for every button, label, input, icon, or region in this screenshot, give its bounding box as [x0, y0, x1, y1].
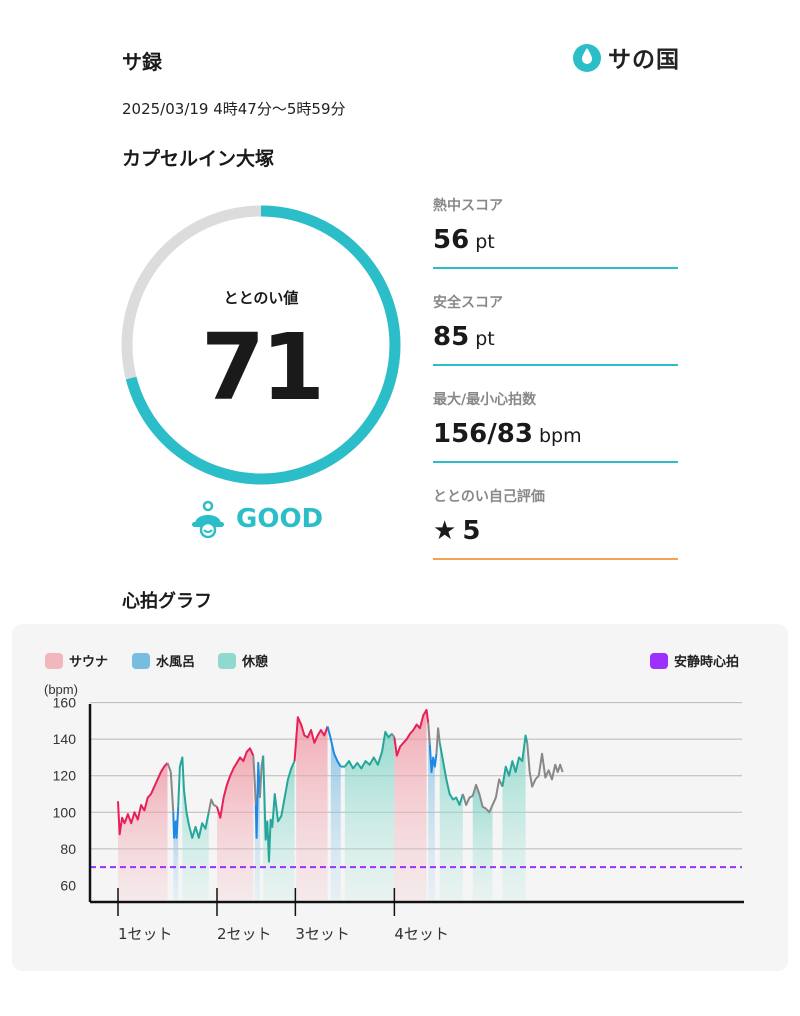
gauge-progress-arc: [121, 205, 401, 485]
phase-area-cold: [428, 722, 435, 900]
sauna-hat-icon: [192, 500, 224, 538]
phase-area-sauna: [296, 717, 328, 900]
set-label: 3セット: [295, 925, 350, 943]
hr-line-other: [461, 778, 504, 814]
legend-rest-swatch: [218, 652, 236, 669]
y-tick-label: 100: [53, 804, 77, 820]
phase-area-rest: [472, 784, 493, 900]
heart-rate-label: 最大/最小心拍数: [433, 392, 537, 408]
legend-sauna: サウナ: [45, 651, 108, 670]
legend-resting-hr-label: 安静時心拍: [674, 655, 740, 670]
heart-rate-value: 156/83: [433, 419, 533, 449]
hr-line-sauna: [216, 747, 255, 819]
y-tick-label: 160: [53, 695, 77, 711]
hr-line-other: [252, 755, 257, 806]
hr-line-other: [391, 733, 396, 738]
safety-score-unit: pt: [475, 328, 495, 350]
heart-rate-unit: bpm: [538, 425, 582, 447]
y-tick-label: 60: [60, 877, 76, 893]
set-label: 4セット: [394, 925, 449, 943]
hr-line-sauna: [293, 716, 329, 762]
hr-line-other: [435, 727, 441, 754]
rating-text: GOOD: [236, 504, 324, 534]
phase-area-rest: [439, 742, 463, 900]
heart-rate-graph-title: 心拍グラフ: [122, 591, 212, 612]
gauge-label: ととのい値: [223, 289, 299, 307]
self-evaluation: ととのい自己評価 ★ 5: [433, 486, 678, 560]
facility-name: カプセルイン大塚: [122, 148, 275, 170]
legend-resting-hr: 安静時心拍: [650, 651, 739, 670]
phase-area-cold: [330, 739, 341, 900]
water-drop-icon: [573, 44, 601, 72]
heat-score-unit: pt: [475, 231, 495, 253]
hr-line-rest: [501, 734, 529, 787]
phase-area-rest: [344, 731, 395, 900]
hr-line-sauna: [393, 708, 430, 757]
safety-score: 安全スコア 85 pt: [433, 292, 678, 366]
hr-line-sauna: [117, 762, 169, 836]
hr-line-other: [526, 742, 564, 788]
rating-badge: GOOD: [190, 500, 323, 538]
logo: サの国: [572, 40, 680, 74]
phase-area-sauna: [394, 709, 427, 900]
phase-area-sauna: [217, 748, 254, 900]
set-label: 2セット: [217, 925, 272, 943]
safety-score-value: 85: [433, 322, 470, 352]
heart-rate-lines: [117, 708, 564, 863]
legend-rest: 休憩: [218, 651, 268, 670]
gauge-value: 71: [200, 314, 325, 421]
legend-rest-label: 休憩: [242, 655, 269, 670]
heart-rate-range: 最大/最小心拍数 156/83 bpm: [433, 389, 678, 463]
hr-line-rest: [340, 730, 393, 770]
totonoi-gauge: [121, 205, 401, 485]
hr-line-rest: [262, 755, 296, 863]
hr-line-other: [207, 798, 218, 813]
safety-score-label: 安全スコア: [433, 295, 503, 311]
safety-score-value-row: 85 pt: [433, 322, 678, 366]
hr-line-other: [427, 722, 431, 745]
self-eval-value: 5: [462, 516, 481, 546]
y-tick-label: 140: [53, 731, 77, 747]
app-title: サ録: [122, 50, 162, 74]
heat-score: 熱中スコア 56 pt: [433, 195, 678, 269]
session-datetime: 2025/03/19 4時47分～5時59分: [122, 100, 346, 118]
y-axis-unit-label: (bpm): [44, 682, 78, 697]
hr-line-cold: [172, 806, 180, 839]
y-tick-label: 120: [53, 768, 77, 784]
star-icon: ★: [433, 516, 457, 546]
hr-line-rest: [438, 742, 464, 806]
legend-sauna-swatch: [45, 652, 63, 669]
logo-text: サの国: [608, 47, 680, 73]
self-eval-value-row: ★ 5: [433, 516, 678, 560]
legend-cold-bath-label: 水風呂: [156, 655, 196, 670]
y-tick-label: 80: [60, 841, 76, 857]
hr-line-cold: [254, 761, 261, 839]
legend-resting-hr-swatch: [650, 652, 668, 669]
hr-line-cold: [428, 744, 438, 774]
hr-line-other: [166, 762, 175, 813]
hr-line-rest: [177, 756, 210, 839]
legend-sauna-label: サウナ: [69, 655, 109, 670]
heat-score-label: 熱中スコア: [433, 198, 503, 214]
phase-area-rest: [502, 735, 526, 900]
heat-score-value: 56: [433, 225, 470, 255]
heart-rate-value-row: 156/83 bpm: [433, 419, 678, 463]
self-eval-label: ととのい自己評価: [433, 489, 545, 505]
legend-cold-bath-swatch: [132, 652, 150, 669]
chart-axes: 1セット 2セット 3セット 4セット: [88, 704, 744, 943]
heat-score-value-row: 56 pt: [433, 225, 678, 269]
hr-line-cold: [326, 726, 342, 768]
legend-cold-bath: 水風呂: [132, 651, 195, 670]
set-label: 1セット: [118, 925, 173, 943]
phase-area-sauna: [118, 762, 168, 900]
